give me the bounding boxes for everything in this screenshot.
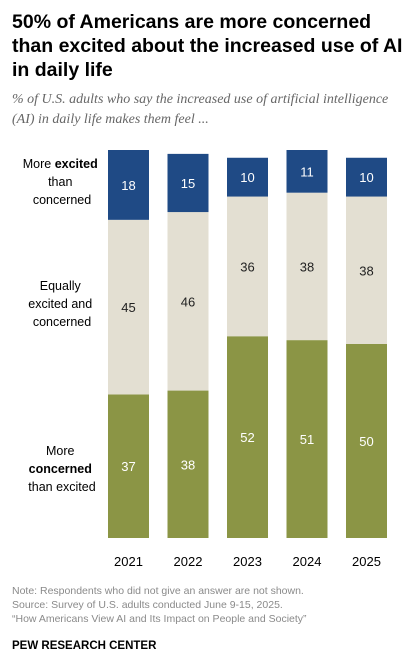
bar-segment-2025-s0: [346, 344, 387, 538]
data-label-2025-s0: 50: [359, 434, 373, 449]
bar-segment-2024-s0: [286, 340, 328, 538]
bar-segment-2023-s2: [227, 157, 268, 197]
series-label-equally: Equally excited and concerned: [28, 279, 95, 329]
data-label-2023-s1: 36: [240, 259, 254, 274]
bar-segment-2025-s2: [346, 157, 387, 197]
note-text: Note: Respondents who did not give an an…: [12, 585, 304, 597]
bar-segment-2022-s0: [167, 390, 209, 538]
data-label-2024-s1: 38: [300, 259, 314, 274]
data-label-2022-s1: 46: [181, 294, 195, 309]
bar-segment-2021-s0: [108, 394, 149, 538]
data-label-2025-s2: 10: [359, 170, 373, 185]
x-tick-2025: 2025: [352, 554, 381, 569]
data-label-2024-s0: 51: [300, 432, 314, 447]
data-label-2021-s0: 37: [121, 459, 135, 474]
data-label-2024-s2: 11: [300, 164, 314, 179]
x-tick-2021: 2021: [114, 554, 143, 569]
bar-segment-2024-s2: [286, 150, 328, 193]
chart-notes: Note: Respondents who did not give an an…: [12, 584, 407, 626]
bar-segment-2024-s1: [286, 192, 328, 341]
chart-title: 50% of Americans are more concerned than…: [12, 11, 403, 81]
x-tick-2022: 2022: [174, 554, 203, 569]
series-label-excited: More excited than concerned: [23, 157, 102, 207]
data-label-2022-s0: 38: [181, 457, 195, 472]
bar-segment-2023-s0: [227, 336, 268, 538]
source-text: Source: Survey of U.S. adults conducted …: [12, 599, 283, 611]
data-label-2021-s1: 45: [121, 300, 135, 315]
data-label-2022-s2: 15: [181, 176, 195, 191]
x-tick-2024: 2024: [293, 554, 322, 569]
data-label-2021-s2: 18: [121, 178, 135, 193]
report-title: “How Americans View AI and Its Impact on…: [12, 613, 307, 625]
brand-logo-text: PEW RESEARCH CENTER: [12, 640, 157, 652]
data-label-2023-s2: 10: [240, 170, 254, 185]
bar-segment-2022-s1: [167, 212, 209, 391]
bar-segment-2022-s2: [167, 153, 209, 213]
bars-group: 37 45 18 38 46 15 52 36 10 51 38 11 50 38 10: [108, 150, 387, 538]
bar-segment-2021-s2: [108, 150, 149, 220]
chart-subtitle: % of U.S. adults who say the increased u…: [12, 92, 389, 127]
bar-segment-2025-s1: [346, 196, 387, 344]
x-axis-ticks: 2021 2022 2023 2024 2025: [114, 554, 381, 569]
x-tick-2023: 2023: [233, 554, 262, 569]
data-label-2025-s1: 38: [359, 263, 373, 278]
bar-segment-2023-s1: [227, 196, 268, 337]
series-label-concerned: More concerned than excited: [28, 444, 95, 494]
data-label-2023-s0: 52: [240, 430, 254, 445]
bar-segment-2021-s1: [108, 219, 149, 395]
